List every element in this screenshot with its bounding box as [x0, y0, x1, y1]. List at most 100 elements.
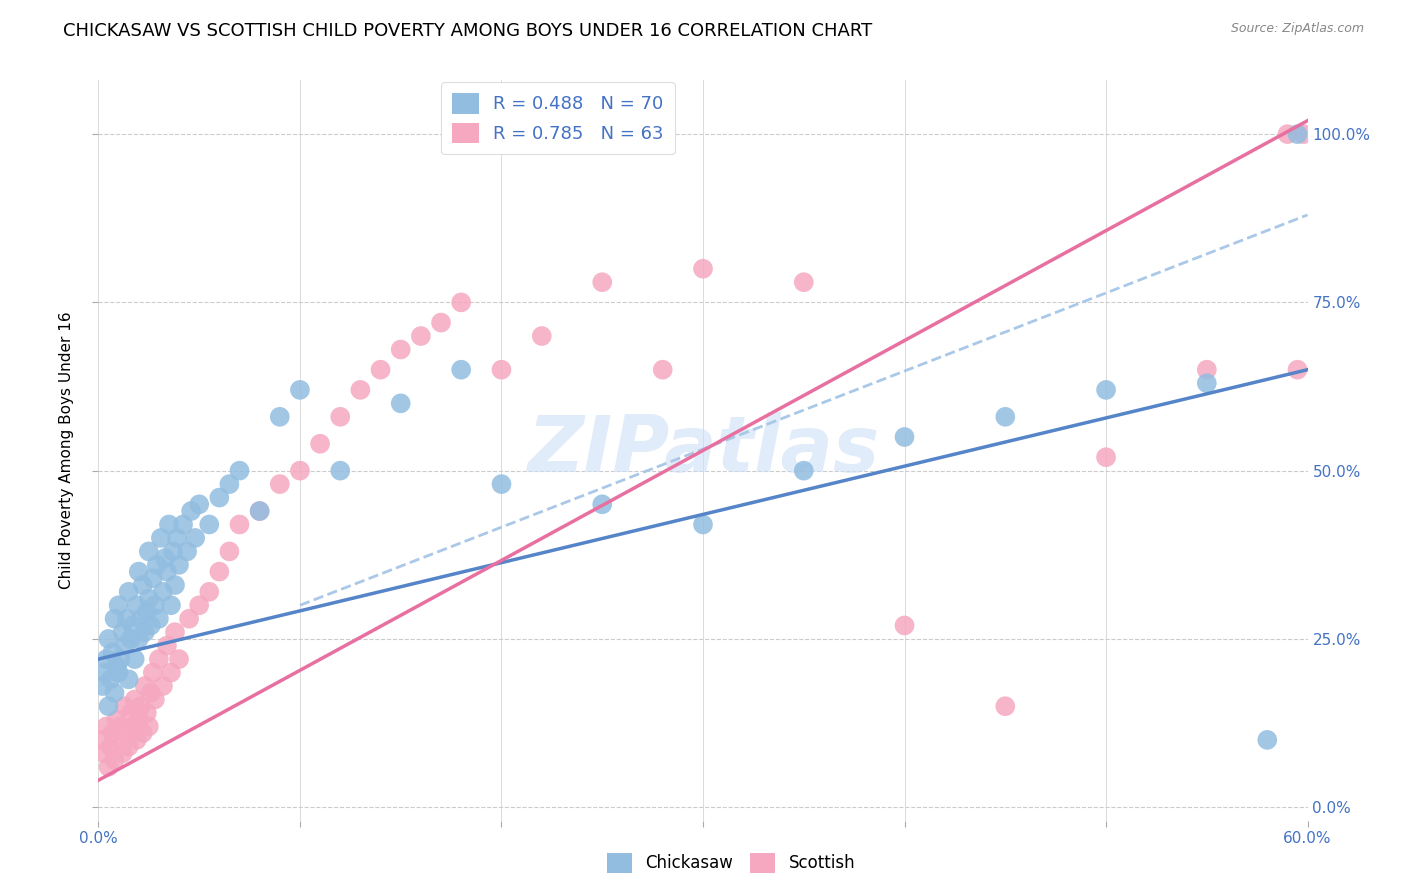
Point	[228, 464, 250, 478]
Point	[1256, 732, 1278, 747]
Point	[692, 261, 714, 276]
Point	[1095, 383, 1118, 397]
Point	[128, 565, 150, 579]
Point	[120, 706, 142, 720]
Point	[163, 578, 186, 592]
Point	[132, 578, 155, 592]
Point	[97, 760, 120, 774]
Point	[184, 531, 207, 545]
Point	[103, 753, 125, 767]
Point	[167, 558, 190, 572]
Point	[115, 726, 138, 740]
Point	[114, 639, 136, 653]
Point	[288, 464, 311, 478]
Point	[591, 497, 613, 511]
Point	[149, 531, 172, 545]
Point	[91, 679, 114, 693]
Point	[135, 605, 157, 619]
Point	[329, 464, 352, 478]
Point	[450, 362, 472, 376]
Point	[188, 497, 211, 511]
Point	[389, 396, 412, 410]
Point	[93, 665, 115, 680]
Point	[591, 275, 613, 289]
Point	[105, 713, 128, 727]
Point	[153, 551, 176, 566]
Point	[103, 686, 125, 700]
Point	[409, 329, 432, 343]
Point	[124, 692, 146, 706]
Point	[329, 409, 352, 424]
Point	[1195, 362, 1218, 376]
Point	[157, 517, 180, 532]
Point	[1095, 450, 1118, 465]
Point	[128, 632, 150, 646]
Point	[97, 632, 120, 646]
Point	[138, 719, 160, 733]
Point	[228, 517, 250, 532]
Point	[176, 544, 198, 558]
Point	[121, 618, 143, 632]
Point	[218, 544, 240, 558]
Point	[198, 584, 221, 599]
Legend: Chickasaw, Scottish: Chickasaw, Scottish	[600, 847, 862, 880]
Point	[139, 686, 162, 700]
Point	[143, 599, 166, 613]
Point	[160, 665, 183, 680]
Point	[129, 699, 152, 714]
Point	[125, 599, 148, 613]
Point	[309, 436, 332, 450]
Point	[530, 329, 553, 343]
Point	[172, 517, 194, 532]
Point	[105, 658, 128, 673]
Point	[218, 477, 240, 491]
Point	[893, 430, 915, 444]
Point	[115, 612, 138, 626]
Point	[129, 612, 152, 626]
Point	[166, 531, 188, 545]
Point	[152, 679, 174, 693]
Y-axis label: Child Poverty Among Boys Under 16: Child Poverty Among Boys Under 16	[59, 311, 75, 590]
Point	[793, 275, 815, 289]
Point	[152, 584, 174, 599]
Point	[163, 625, 186, 640]
Point	[208, 565, 231, 579]
Text: CHICKASAW VS SCOTTISH CHILD POVERTY AMONG BOYS UNDER 16 CORRELATION CHART: CHICKASAW VS SCOTTISH CHILD POVERTY AMON…	[63, 22, 873, 40]
Point	[349, 383, 371, 397]
Point	[389, 343, 412, 357]
Point	[134, 625, 156, 640]
Point	[994, 409, 1017, 424]
Point	[110, 652, 132, 666]
Point	[132, 726, 155, 740]
Point	[1286, 127, 1309, 141]
Point	[97, 699, 120, 714]
Point	[107, 732, 129, 747]
Point	[156, 639, 179, 653]
Point	[994, 699, 1017, 714]
Point	[121, 719, 143, 733]
Point	[651, 362, 673, 376]
Point	[138, 591, 160, 606]
Point	[288, 383, 311, 397]
Point	[101, 645, 124, 659]
Point	[692, 517, 714, 532]
Point	[100, 673, 122, 687]
Point	[138, 544, 160, 558]
Point	[148, 652, 170, 666]
Point	[188, 599, 211, 613]
Point	[179, 612, 201, 626]
Text: Source: ZipAtlas.com: Source: ZipAtlas.com	[1230, 22, 1364, 36]
Point	[103, 612, 125, 626]
Point	[96, 719, 118, 733]
Point	[269, 477, 291, 491]
Point	[208, 491, 231, 505]
Point	[450, 295, 472, 310]
Point	[114, 699, 136, 714]
Point	[118, 584, 141, 599]
Point	[143, 692, 166, 706]
Point	[370, 362, 392, 376]
Point	[125, 732, 148, 747]
Legend: R = 0.488   N = 70, R = 0.785   N = 63: R = 0.488 N = 70, R = 0.785 N = 63	[441, 82, 675, 154]
Point	[93, 747, 115, 761]
Point	[146, 558, 169, 572]
